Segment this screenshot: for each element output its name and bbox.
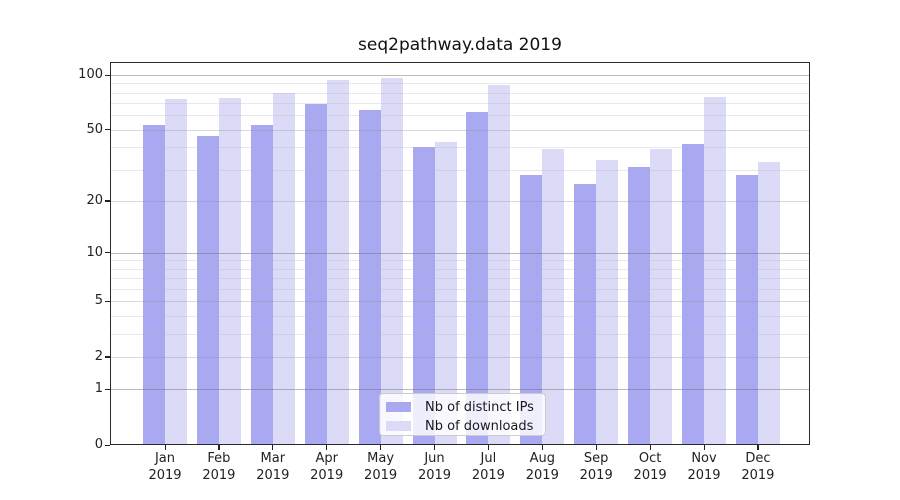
bar-downloads-jan: [165, 98, 187, 445]
y-tick-label-0: 0: [94, 437, 103, 452]
y-tick-mark: [105, 356, 110, 358]
y-tick-mark: [105, 444, 110, 446]
y-tick-label-10: 10: [86, 244, 103, 260]
y-tick-mark: [105, 129, 110, 131]
bar-distinct-ips-mar: [250, 125, 273, 445]
bar-distinct-ips-sep: [574, 183, 597, 445]
bar-downloads-may: [380, 78, 403, 445]
bar-distinct-ips-dec: [735, 175, 758, 445]
bar-downloads-oct: [650, 149, 673, 445]
x-tick-mark: [164, 445, 166, 450]
x-tick-label-apr: Apr 2019: [310, 451, 344, 483]
bar-downloads-jul: [488, 85, 511, 445]
y-tick-label-5: 5: [94, 293, 103, 309]
x-tick-mark: [326, 445, 328, 450]
x-tick-mark: [380, 445, 382, 450]
x-tick-mark: [272, 445, 274, 450]
bar-downloads-nov: [704, 96, 726, 445]
gridline-4: [110, 316, 810, 317]
bar-distinct-ips-apr: [304, 104, 327, 445]
bar-downloads-dec: [757, 162, 780, 445]
legend-row-downloads: Nb of downloads: [386, 418, 545, 434]
bar-downloads-feb: [218, 97, 241, 445]
x-tick-label-mar: Mar 2019: [256, 451, 290, 483]
x-tick-label-aug: Aug 2019: [525, 451, 559, 483]
x-tick-label-jul: Jul 2019: [471, 451, 505, 483]
x-tick-label-may: May 2019: [364, 451, 398, 483]
bar-distinct-ips-jul: [466, 111, 489, 445]
bar-distinct-ips-jan: [143, 125, 165, 445]
x-tick-label-dec: Dec 2019: [741, 451, 775, 483]
gridline-30: [110, 169, 810, 171]
gridline-100: [110, 75, 810, 76]
bar-distinct-ips-may: [358, 110, 381, 445]
legend-label-distinct-ips: Nb of distinct IPs: [425, 399, 534, 415]
bar-distinct-ips-jun: [412, 147, 435, 445]
x-tick-label-jun: Jun 2019: [417, 451, 452, 483]
x-tick-mark: [487, 445, 490, 450]
gridline-90: [110, 83, 810, 85]
gridline-80: [110, 92, 810, 94]
legend-row-distinct-ips: Nb of distinct IPs: [386, 399, 545, 415]
gridline-7: [110, 278, 810, 280]
x-tick-mark: [434, 445, 436, 450]
gridline-70: [110, 103, 810, 105]
x-tick-label-jan: Jan 2019: [148, 451, 182, 483]
legend-swatch-distinct-ips: [386, 402, 411, 412]
gridline-9: [110, 260, 810, 262]
y-tick-label-100: 100: [78, 67, 103, 82]
y-tick-label-2: 2: [94, 348, 103, 364]
gridline-2: [110, 356, 810, 358]
x-tick-label-nov: Nov 2019: [687, 451, 721, 483]
x-tick-mark: [595, 445, 597, 450]
bar-distinct-ips-feb: [196, 136, 219, 445]
bar-downloads-sep: [596, 160, 619, 445]
x-tick-mark: [649, 445, 651, 450]
grid-layer: [110, 62, 810, 445]
bar-downloads-apr: [326, 79, 349, 445]
chart-title: seq2pathway.data 2019: [358, 35, 562, 55]
bar-distinct-ips-aug: [520, 175, 543, 445]
bar-downloads-jun: [434, 141, 457, 445]
x-tick-label-oct: Oct 2019: [633, 451, 667, 483]
x-tick-label-feb: Feb 2019: [202, 451, 236, 483]
x-tick-label-sep: Sep 2019: [579, 451, 613, 483]
gridline-5: [110, 301, 810, 303]
gridline-1: [110, 389, 810, 391]
legend-swatch-downloads: [386, 421, 411, 431]
gridline-6: [110, 289, 810, 290]
bar-distinct-ips-nov: [682, 143, 704, 445]
x-tick-mark: [218, 445, 220, 450]
y-tick-label-50: 50: [86, 121, 103, 137]
gridline-60: [110, 115, 810, 117]
gridline-10: [110, 252, 810, 254]
legend-label-downloads: Nb of downloads: [425, 418, 534, 434]
x-tick-mark: [541, 445, 543, 450]
y-tick-label-1: 1: [94, 381, 103, 397]
y-tick-label-20: 20: [86, 192, 103, 208]
y-tick-mark: [105, 74, 110, 76]
bar-downloads-mar: [272, 92, 295, 445]
x-tick-mark: [757, 445, 759, 450]
gridline-20: [110, 200, 810, 202]
gridline-8: [110, 268, 810, 270]
y-tick-mark: [105, 252, 110, 254]
gridline-40: [110, 147, 810, 149]
y-tick-mark: [105, 200, 110, 202]
x-tick-mark: [703, 445, 705, 450]
y-tick-mark: [105, 388, 110, 391]
gridline-50: [110, 129, 810, 131]
gridline-3: [110, 333, 810, 335]
plot-area: [110, 62, 810, 445]
bars-layer: [110, 62, 810, 445]
legend: Nb of distinct IPs Nb of downloads: [379, 393, 546, 436]
bar-downloads-aug: [542, 149, 565, 445]
y-tick-mark: [105, 300, 110, 303]
bar-distinct-ips-oct: [628, 167, 651, 445]
